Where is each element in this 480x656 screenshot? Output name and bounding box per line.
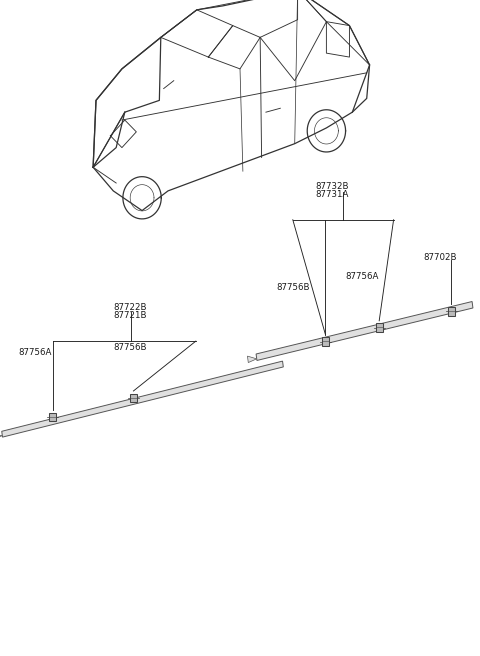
Polygon shape bbox=[322, 337, 329, 346]
Polygon shape bbox=[448, 307, 455, 316]
Polygon shape bbox=[2, 361, 283, 437]
Text: 87756B: 87756B bbox=[276, 283, 310, 293]
Text: 87756A: 87756A bbox=[346, 272, 379, 281]
Polygon shape bbox=[248, 356, 257, 363]
Text: 87756B: 87756B bbox=[114, 343, 147, 352]
Text: 87722B: 87722B bbox=[114, 303, 147, 312]
Text: 87731A: 87731A bbox=[316, 190, 349, 199]
Polygon shape bbox=[49, 413, 56, 422]
Text: 87721B: 87721B bbox=[114, 311, 147, 320]
Text: 87702B: 87702B bbox=[423, 253, 457, 262]
Text: 87756A: 87756A bbox=[18, 348, 52, 357]
Text: 87732B: 87732B bbox=[316, 182, 349, 192]
Polygon shape bbox=[0, 434, 2, 440]
Polygon shape bbox=[376, 323, 383, 333]
Polygon shape bbox=[256, 302, 473, 360]
Polygon shape bbox=[130, 394, 137, 403]
